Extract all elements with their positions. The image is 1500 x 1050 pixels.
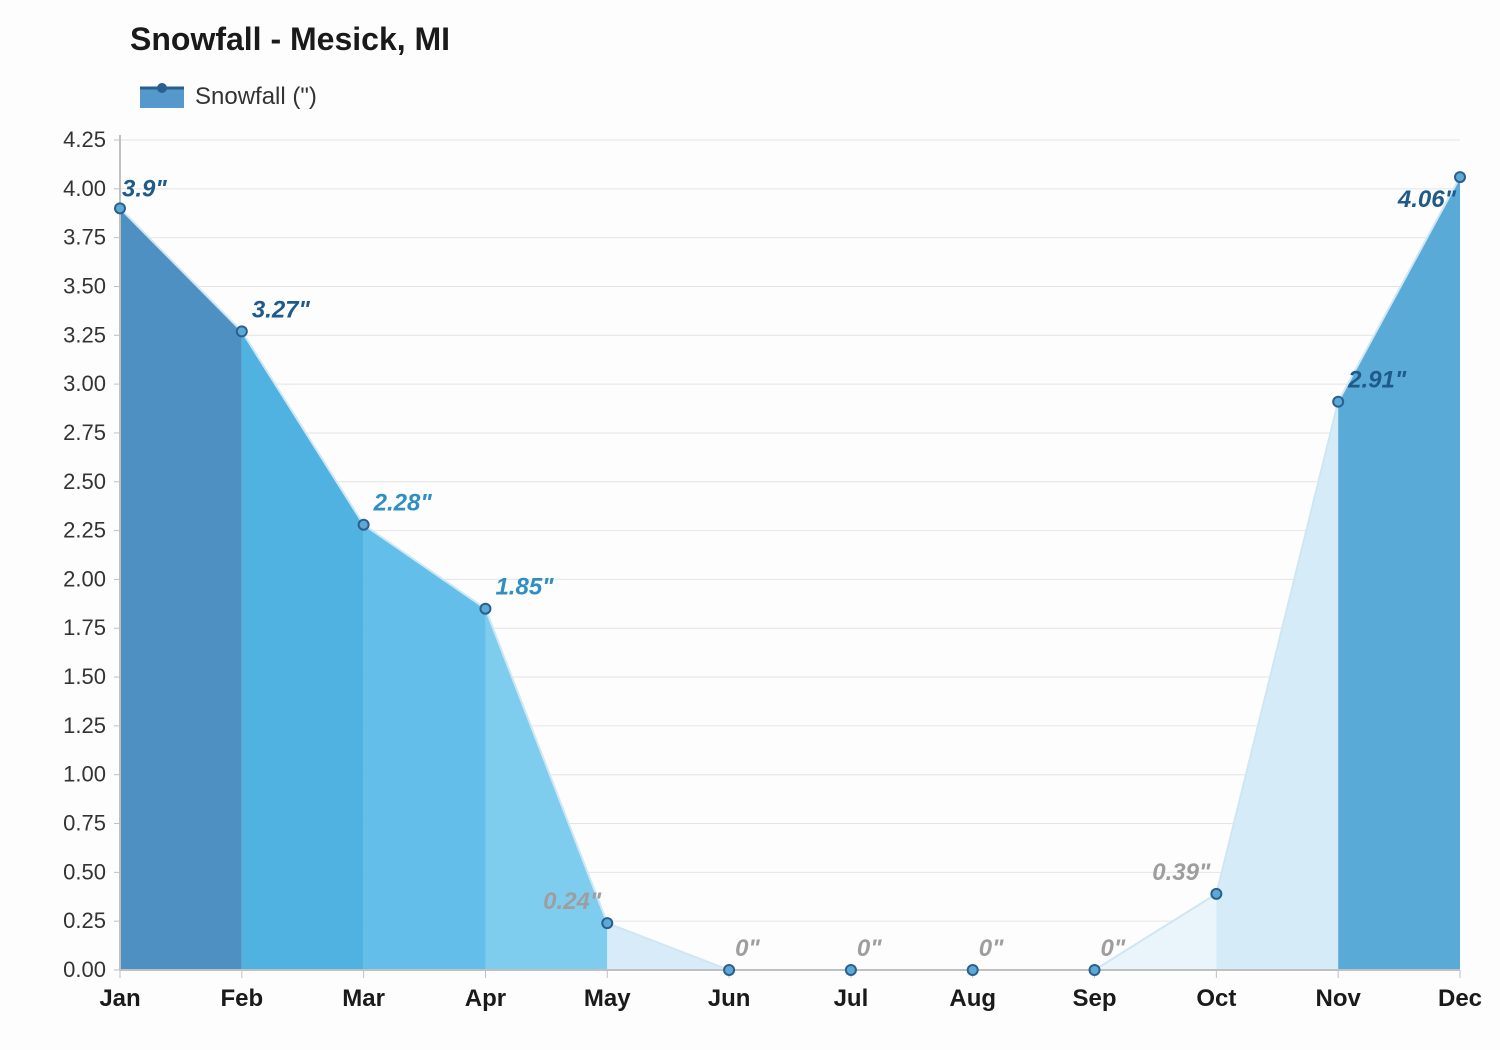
data-marker: [602, 918, 612, 928]
y-tick-label: 0.50: [63, 859, 106, 884]
y-tick-label: 4.25: [63, 127, 106, 152]
area-segment: [364, 525, 486, 970]
data-marker: [115, 203, 125, 213]
y-tick-label: 0.25: [63, 908, 106, 933]
snowfall-chart: Snowfall - Mesick, MI Snowfall (") 0.00 0.2…: [0, 0, 1500, 1050]
y-tick-label: 1.00: [63, 762, 106, 787]
x-tick-label: Nov: [1316, 985, 1362, 1012]
x-tick-label: Jul: [834, 985, 869, 1012]
y-tick-label: 2.50: [63, 469, 106, 494]
y-tick-label: 4.00: [63, 176, 106, 201]
area-segment: [120, 208, 242, 970]
data-marker: [968, 965, 978, 975]
data-marker: [359, 520, 369, 530]
x-tick-label: May: [584, 985, 631, 1012]
x-tick-label: Jan: [99, 985, 140, 1012]
value-label: 3.9": [122, 175, 167, 202]
chart-svg: Snowfall - Mesick, MI Snowfall (") 0.00 0.2…: [0, 0, 1500, 1050]
y-tick-label: 1.25: [63, 713, 106, 738]
y-tick-label: 0.75: [63, 811, 106, 836]
legend-label: Snowfall ("): [195, 83, 317, 110]
y-tick-label: 2.25: [63, 518, 106, 543]
x-tick-label: Mar: [342, 985, 385, 1012]
value-label: 3.27": [252, 296, 311, 323]
y-tick-label: 3.00: [63, 371, 106, 396]
value-label: 0": [857, 935, 882, 962]
value-label: 0.39": [1152, 859, 1211, 886]
x-tick-label: Sep: [1073, 985, 1117, 1012]
data-marker: [1211, 889, 1221, 899]
value-label: 2.91": [1347, 367, 1407, 394]
y-tick-label: 2.75: [63, 420, 106, 445]
y-tick-label: 1.50: [63, 664, 106, 689]
area-segment: [485, 609, 607, 970]
data-marker: [1455, 172, 1465, 182]
data-marker: [846, 965, 856, 975]
y-tick-label: 3.50: [63, 273, 106, 298]
data-marker: [1333, 397, 1343, 407]
y-tick-label: 1.75: [63, 615, 106, 640]
x-tick-label: Jun: [708, 985, 751, 1012]
value-label: 0": [735, 935, 760, 962]
x-tick-label: Aug: [949, 985, 996, 1012]
value-label: 4.06": [1397, 186, 1457, 213]
area-segment: [1338, 177, 1460, 970]
y-tick-label: 2.00: [63, 566, 106, 591]
x-tick-label: Oct: [1196, 985, 1236, 1012]
data-marker: [724, 965, 734, 975]
y-tick-label: 3.75: [63, 225, 106, 250]
x-tick-label: Apr: [465, 985, 506, 1012]
data-marker: [1090, 965, 1100, 975]
y-tick-label: 3.25: [63, 322, 106, 347]
chart-title: Snowfall - Mesick, MI: [130, 21, 450, 57]
value-label: 1.85": [495, 574, 554, 601]
value-label: 2.28": [373, 490, 433, 517]
data-marker: [237, 326, 247, 336]
x-tick-label: Feb: [220, 985, 263, 1012]
value-label: 0.24": [543, 888, 602, 915]
legend-marker: [157, 83, 167, 93]
x-tick-label: Dec: [1438, 985, 1482, 1012]
value-label: 0": [1101, 935, 1126, 962]
area-segment: [1216, 402, 1338, 970]
data-marker: [480, 604, 490, 614]
y-tick-label: 0.00: [63, 957, 106, 982]
value-label: 0": [979, 935, 1004, 962]
